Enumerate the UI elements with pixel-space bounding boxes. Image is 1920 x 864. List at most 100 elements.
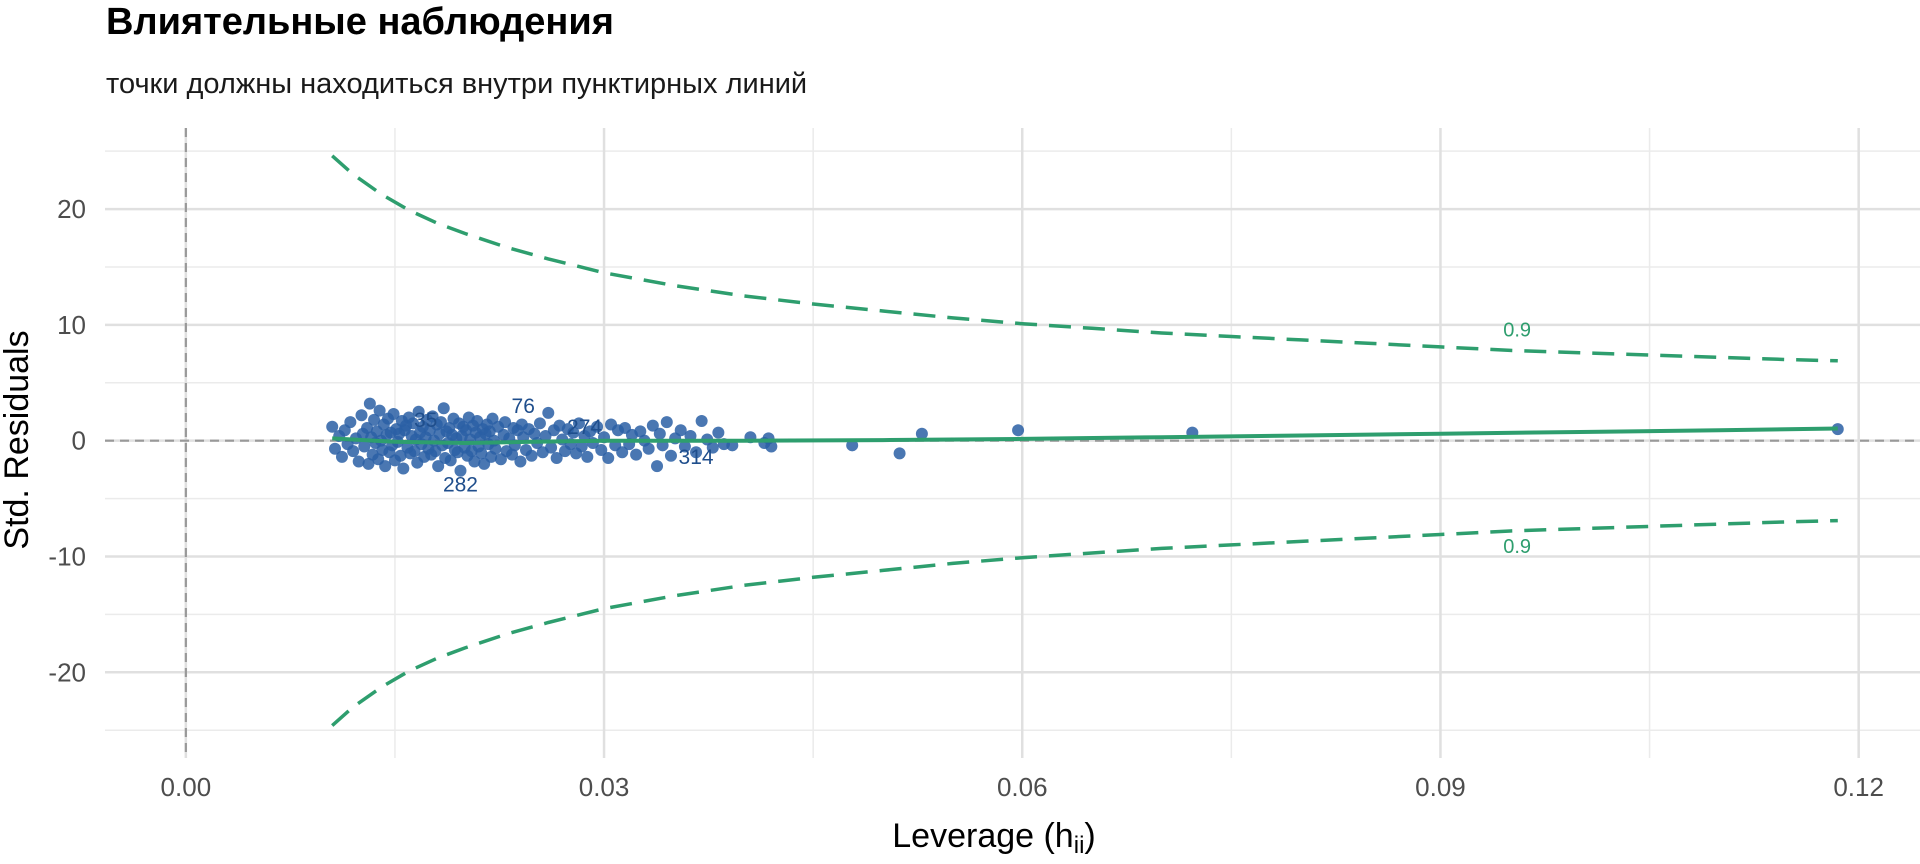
- y-axis-title: Std. Residuals: [0, 330, 36, 549]
- data-point: [368, 413, 381, 426]
- data-point: [468, 455, 481, 468]
- data-point: [432, 460, 445, 473]
- data-point: [678, 440, 691, 453]
- point-label: 314: [679, 446, 714, 469]
- data-point: [533, 417, 546, 430]
- y-tick-label: 0: [72, 426, 86, 456]
- y-tick-label: 20: [57, 194, 86, 224]
- x-axis-title: Leverage (hii): [892, 817, 1095, 859]
- data-point: [344, 416, 357, 429]
- data-point: [397, 462, 410, 475]
- data-point: [373, 404, 386, 417]
- data-point: [591, 420, 604, 433]
- data-point: [355, 409, 368, 422]
- smooth-line-group: [332, 426, 1838, 446]
- data-point: [651, 460, 664, 473]
- data-point: [846, 439, 859, 452]
- x-tick-label: 0.00: [161, 772, 212, 802]
- point-label: 274: [567, 416, 602, 439]
- y-axis-ticks: -20 -10 0 10 20: [48, 194, 86, 687]
- data-point: [674, 424, 687, 437]
- data-point: [893, 447, 906, 460]
- smooth-line: [332, 426, 1838, 446]
- x-axis-title-subscript: ii: [1074, 832, 1085, 859]
- data-point: [706, 441, 719, 454]
- x-tick-label: 0.03: [579, 772, 630, 802]
- data-point: [575, 440, 588, 453]
- grid-minor: [105, 128, 1920, 758]
- cook-distance-contours: [331, 154, 1838, 727]
- data-point: [444, 454, 457, 467]
- x-tick-label: 0.09: [1415, 772, 1466, 802]
- data-point: [595, 443, 608, 456]
- data-point: [514, 455, 527, 468]
- data-point: [525, 449, 538, 462]
- data-point: [506, 448, 519, 461]
- data-point: [387, 408, 400, 421]
- data-point: [712, 426, 725, 439]
- x-axis-ticks: 0.00 0.03 0.06 0.09 0.12: [161, 772, 1884, 802]
- data-point: [653, 427, 666, 440]
- data-point: [434, 416, 447, 429]
- x-tick-label: 0.06: [997, 772, 1048, 802]
- data-point: [539, 430, 552, 443]
- data-point: [545, 441, 558, 454]
- y-tick-label: -10: [48, 541, 86, 571]
- x-axis-title-close: ): [1084, 817, 1095, 855]
- data-point: [361, 421, 374, 434]
- data-point: [407, 417, 420, 430]
- data-point: [528, 427, 541, 440]
- data-point: [602, 452, 615, 465]
- data-point: [642, 442, 655, 455]
- data-point: [616, 446, 629, 459]
- contour-upper: [331, 154, 1838, 363]
- data-point: [695, 414, 708, 427]
- data-point: [567, 426, 580, 439]
- data-point: [454, 464, 467, 477]
- data-point: [358, 440, 371, 453]
- x-tick-label: 0.12: [1833, 772, 1884, 802]
- data-point: [326, 420, 339, 433]
- point-label: 35: [414, 409, 437, 432]
- contour-label: 0.9: [1503, 320, 1531, 342]
- data-point: [352, 455, 365, 468]
- contour-labels: 0.9 0.9: [1503, 320, 1531, 559]
- data-point: [475, 447, 488, 460]
- contour-lower: [331, 518, 1838, 727]
- data-point: [412, 405, 425, 418]
- data-point: [1012, 424, 1025, 437]
- data-point: [634, 425, 647, 438]
- data-point: [362, 457, 375, 470]
- point-label: 76: [512, 395, 535, 418]
- point-label: 282: [443, 474, 478, 497]
- data-point: [499, 416, 512, 429]
- chart-title: Влиятельные наблюдения: [106, 1, 614, 43]
- data-point: [915, 427, 928, 440]
- contour-label: 0.9: [1503, 536, 1531, 558]
- x-axis-title-main: Leverage (h: [892, 817, 1073, 855]
- point-labels: 35 76 274 282 314: [414, 395, 714, 497]
- data-point: [690, 446, 703, 459]
- y-tick-label: 10: [57, 310, 86, 340]
- data-point: [581, 450, 594, 463]
- data-point: [660, 416, 673, 429]
- y-tick-label: -20: [48, 657, 86, 687]
- data-point: [646, 419, 659, 432]
- data-point: [765, 440, 778, 453]
- data-point: [630, 448, 643, 461]
- data-point: [437, 402, 450, 415]
- data-point: [363, 397, 376, 410]
- data-point: [335, 450, 348, 463]
- data-point: [347, 445, 360, 458]
- data-point: [379, 460, 392, 473]
- data-point: [550, 452, 563, 465]
- data-point: [542, 406, 555, 419]
- data-points: [326, 397, 1844, 477]
- chart-subtitle: точки должны находиться внутри пунктирны…: [106, 68, 808, 100]
- data-point: [664, 449, 677, 462]
- data-point: [489, 442, 502, 455]
- data-point: [572, 417, 585, 430]
- data-point: [329, 442, 342, 455]
- data-point: [394, 449, 407, 462]
